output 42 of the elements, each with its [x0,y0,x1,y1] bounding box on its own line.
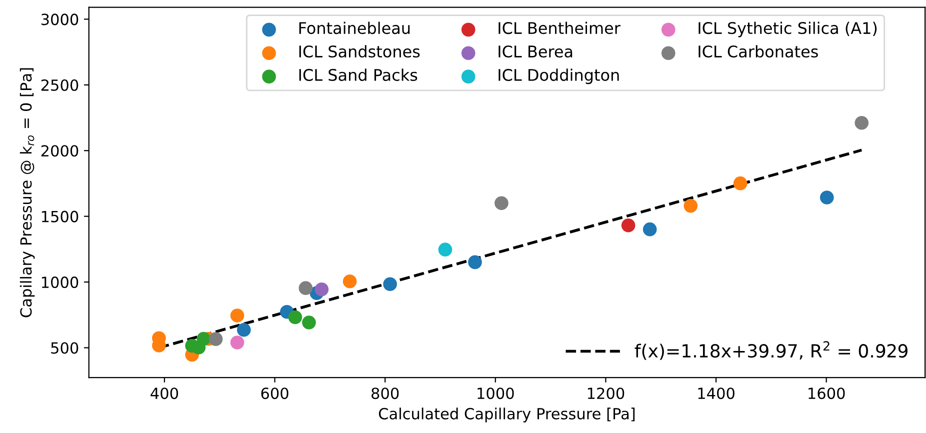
x-tick-label: 600 [261,388,288,400]
legend-label: ICL Doddington [498,68,619,84]
point [342,274,357,288]
x-axis-title: Calculated Capillary Pressure [Pa] [378,408,635,422]
point [383,277,397,292]
y-tick-label: 2000 [41,145,78,157]
legend-label: ICL Sand Packs [299,68,418,81]
point [288,310,302,324]
legend-label: ICL Berea [498,45,572,58]
y-axis-title: Capillary Pressure @ k$_{ro}$ = 0 [Pa] [20,68,35,318]
point [854,116,869,130]
legend-label: ICL Sythetic Silica (A1) [698,22,877,38]
point [820,190,834,204]
point [230,308,244,322]
point [642,222,657,236]
x-tick-label: 1200 [588,388,624,400]
point [468,255,482,270]
y-tick-label: 500 [51,342,78,354]
point [298,281,313,295]
legend-label: ICL Carbonates [698,45,818,58]
point [733,176,748,190]
legend-label: Fontainebleau [299,22,410,34]
x-tick-label: 400 [150,388,178,400]
x-tick-label: 1000 [478,388,514,400]
legend-label: f(x)=1.18x+39.97, R$^{2}$ = 0.929 [634,341,908,360]
x-tick-label: 1400 [698,388,734,400]
y-tick-label: 1500 [42,210,78,222]
y-tick-label: 2500 [41,79,78,91]
point [684,198,698,213]
point [494,196,508,210]
point [621,218,636,232]
y-tick-label: 1000 [42,276,78,288]
point [314,282,329,296]
point [302,316,316,330]
x-tick-label: 1600 [808,388,845,400]
x-tick-label: 800 [372,388,399,400]
point [230,336,244,350]
legend-label: ICL Bentheimer [498,22,620,34]
point [438,242,452,256]
legend-label: ICL Sandstones [299,45,420,58]
point [236,322,251,337]
y-tick-label: 3000 [41,14,78,26]
